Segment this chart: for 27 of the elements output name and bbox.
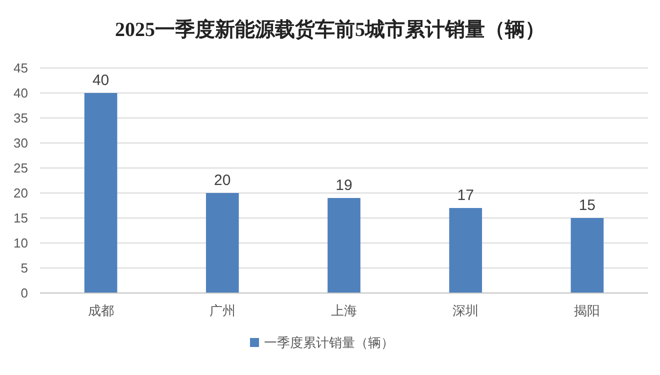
data-label: 20 (214, 172, 231, 189)
x-tick-label: 揭阳 (574, 303, 600, 318)
y-tick-label: 0 (20, 286, 28, 300)
x-tick-label: 上海 (331, 303, 357, 318)
y-tick-label: 40 (14, 86, 28, 100)
y-tick-label: 25 (14, 160, 28, 176)
bar (570, 218, 604, 293)
bar (449, 208, 482, 293)
y-tick-label: 10 (14, 236, 28, 250)
y-tick-label: 35 (14, 110, 28, 126)
bar (84, 93, 118, 293)
y-tick-label: 5 (20, 260, 28, 276)
x-tick-label: 广州 (209, 303, 236, 318)
y-tick-label: 15 (14, 210, 28, 226)
y-tick-label: 45 (14, 60, 28, 76)
data-label: 40 (92, 72, 110, 89)
legend-label: 一季度累计销量（辆） (264, 335, 394, 350)
y-tick-label: 20 (14, 186, 28, 200)
chart-title: 2025一季度新能源载货车前5城市累计销量（辆） (115, 18, 545, 41)
x-tick-label: 成都 (88, 303, 114, 318)
bar (328, 198, 360, 293)
data-label: 17 (457, 187, 474, 204)
bar (206, 193, 239, 293)
data-label: 15 (578, 197, 596, 214)
data-label: 19 (336, 177, 352, 194)
x-tick-label: 深圳 (452, 303, 479, 318)
y-tick-label: 30 (14, 136, 28, 150)
